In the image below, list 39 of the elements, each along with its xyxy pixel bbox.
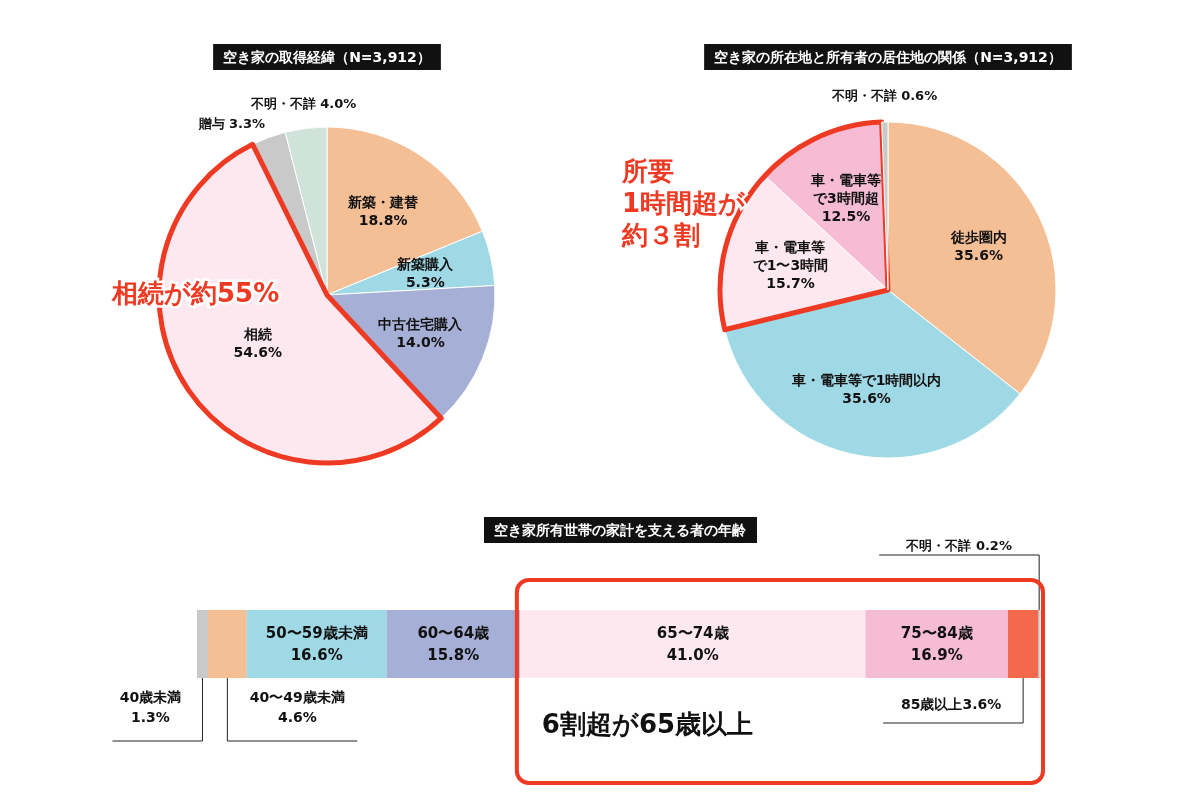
slice-label: 車・電車等で3時間超 bbox=[809, 172, 881, 207]
series-label: 40〜49歳未満 bbox=[249, 689, 345, 705]
slice-label: 車・電車等で1時間以内 bbox=[790, 371, 942, 388]
data-label: 54.6% bbox=[233, 343, 283, 360]
series-label: 50〜59歳未満 bbox=[265, 624, 368, 642]
text: 不明・不詳 0.2% bbox=[906, 538, 1012, 553]
chart-title: 空き家の所在地と所有者の居住地の関係（N=3,912） bbox=[714, 49, 1062, 65]
data-label: 14.0% bbox=[396, 333, 445, 350]
text: 6割超が65歳以上 bbox=[541, 709, 754, 739]
slice-label: 不明・不詳 4.0% bbox=[249, 96, 357, 112]
chart-title: 空き家所有世帯の家計を支える者の年齢 bbox=[494, 522, 747, 538]
series-label: 75〜84歳 bbox=[900, 624, 973, 642]
slice-label: 新築購入 bbox=[396, 255, 455, 272]
data-label: 41.0% bbox=[666, 646, 719, 664]
series-label: 40歳未満 bbox=[119, 689, 182, 705]
data-label: 5.3% bbox=[405, 273, 445, 290]
data-label: 35.6% bbox=[842, 389, 891, 406]
text: 所要 bbox=[621, 156, 674, 186]
slice-label: 相続 bbox=[242, 325, 272, 342]
slice-label: 新築・建替 bbox=[347, 194, 420, 211]
slice-label: 徒歩圏内 bbox=[949, 228, 1007, 245]
slice-label: 不明・不詳 0.6% bbox=[830, 88, 938, 104]
data-label: 18.8% bbox=[358, 212, 408, 229]
data-label: 16.6% bbox=[290, 646, 343, 664]
series-label: 65〜74歳 bbox=[656, 624, 729, 642]
data-label: 4.6% bbox=[277, 709, 317, 725]
data-label: 12.5% bbox=[821, 208, 871, 225]
slice-label: 車・電車等で1〜3時間 bbox=[752, 238, 829, 273]
text: 約３割 bbox=[621, 220, 700, 250]
series-label: 60〜64歳 bbox=[417, 624, 490, 642]
data-label: 16.9% bbox=[910, 646, 963, 664]
data-label: 35.6% bbox=[954, 246, 1003, 263]
data-label: 15.8% bbox=[427, 646, 480, 664]
data-label: 15.7% bbox=[766, 274, 815, 291]
text: 85歳以上3.6% bbox=[900, 696, 1002, 712]
chart-title: 空き家の取得経緯（N=3,912） bbox=[223, 49, 431, 65]
slice-label: 中古住宅購入 bbox=[378, 315, 464, 332]
slice-label: 贈与 3.3% bbox=[197, 116, 266, 132]
data-label: 1.3% bbox=[131, 709, 170, 725]
